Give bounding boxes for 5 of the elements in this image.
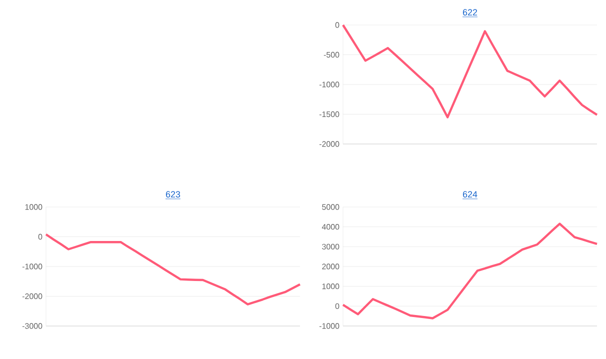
line-series — [342, 24, 598, 118]
line-series — [342, 222, 598, 320]
chart-title: 622 — [462, 9, 478, 16]
chart-title: 624 — [462, 191, 478, 198]
chart-title: 623 — [166, 191, 180, 198]
